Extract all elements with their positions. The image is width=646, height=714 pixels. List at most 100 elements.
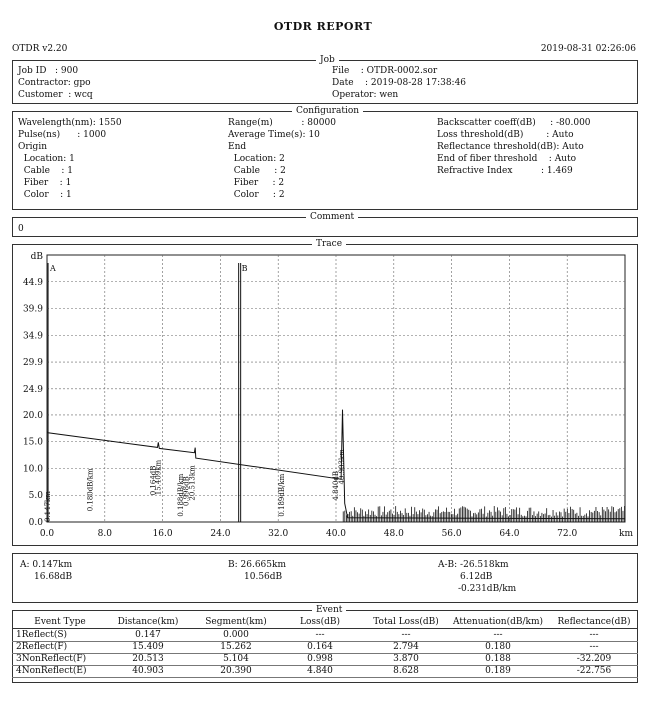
event-header-cell: Attenuation(dB/km) bbox=[453, 617, 543, 627]
y-tick-label: 15.0 bbox=[23, 438, 43, 448]
x-tick-label: 48.0 bbox=[384, 529, 404, 539]
config-line: Cable : 1 bbox=[18, 166, 74, 176]
event-annotation: 0.188dB/km bbox=[177, 473, 185, 516]
event-cell: 2.794 bbox=[393, 642, 419, 652]
config-line: Refractive Index : 1.469 bbox=[437, 166, 573, 176]
event-cell: 3NonReflect(F) bbox=[16, 654, 87, 664]
event-cell: 0.998 bbox=[307, 654, 333, 664]
event-annotation: 0.998dB bbox=[183, 476, 191, 506]
config-line: Origin bbox=[18, 142, 47, 152]
marker-ab-attenuation: -0.231dB/km bbox=[458, 584, 517, 594]
marker-a-distance: A: 0.147km bbox=[20, 560, 73, 570]
x-tick-label: 16.0 bbox=[153, 529, 173, 539]
config-line: Backscatter coeff(dB) : -80.000 bbox=[437, 118, 591, 128]
event-cell: 8.628 bbox=[393, 666, 419, 676]
event-cell: --- bbox=[493, 630, 503, 640]
config-line: Loss threshold(dB) : Auto bbox=[437, 130, 574, 140]
event-cell: 2Reflect(F) bbox=[16, 642, 68, 652]
job-section bbox=[12, 60, 638, 104]
x-tick-label: 40.0 bbox=[326, 529, 346, 539]
x-tick-label: 72.0 bbox=[557, 529, 577, 539]
config-line: Range(m) : 80000 bbox=[228, 118, 336, 128]
event-annotation: 0.180dB/km bbox=[87, 468, 95, 511]
config-line: Pulse(ns) : 1000 bbox=[18, 130, 107, 140]
y-tick-label: 5.0 bbox=[29, 491, 44, 501]
event-cell: --- bbox=[589, 630, 599, 640]
event-cell: 20.390 bbox=[220, 666, 252, 676]
event-cell: 5.104 bbox=[223, 654, 249, 664]
trace-line bbox=[46, 409, 626, 520]
marker-a-level: 16.68dB bbox=[34, 572, 73, 582]
event-cell: 1Reflect(S) bbox=[16, 630, 68, 640]
config-line: Location: 2 bbox=[228, 154, 285, 164]
config-line: Fiber : 2 bbox=[228, 178, 285, 188]
y-tick-label: 44.9 bbox=[23, 278, 43, 288]
config-line: Wavelength(nm): 1550 bbox=[18, 118, 122, 128]
event-annotation: 0.147km bbox=[44, 491, 52, 522]
y-tick-label: 39.9 bbox=[23, 305, 43, 315]
comment-title: Comment bbox=[306, 212, 359, 222]
event-header-cell: Loss(dB) bbox=[299, 617, 341, 627]
x-tick-label: 56.0 bbox=[442, 529, 462, 539]
x-tick-label: 32.0 bbox=[268, 529, 288, 539]
event-annotation: 40.903km bbox=[338, 449, 346, 485]
report-datetime: 2019-08-31 02:26:06 bbox=[540, 44, 636, 54]
y-tick-label: 20.0 bbox=[23, 411, 43, 421]
event-cell: 0.189 bbox=[485, 666, 511, 676]
event-cell: 4.840 bbox=[307, 666, 333, 676]
contractor: Contractor: gpo bbox=[18, 78, 91, 88]
report-title: OTDR REPORT bbox=[273, 20, 373, 33]
event-header-cell: Event Type bbox=[34, 617, 86, 627]
config-line: Average Time(s): 10 bbox=[228, 130, 320, 140]
x-tick-label: 8.0 bbox=[98, 529, 113, 539]
event-cell: 0.188 bbox=[485, 654, 511, 664]
event-cell: 40.903 bbox=[132, 666, 164, 676]
operator: Operator: wen bbox=[332, 90, 399, 100]
event-cell: 15.409 bbox=[132, 642, 164, 652]
test-date: Date : 2019-08-28 17:38:46 bbox=[332, 78, 467, 88]
event-row-divider bbox=[12, 653, 638, 654]
event-cell: -22.756 bbox=[576, 666, 612, 676]
event-header-cell: Distance(km) bbox=[117, 617, 179, 627]
event-cell: 0.164 bbox=[307, 642, 333, 652]
job-section-title: Job bbox=[316, 55, 339, 65]
y-tick-label: 10.0 bbox=[23, 464, 43, 474]
config-line: End of fiber threshold : Auto bbox=[437, 154, 577, 164]
event-cell: 4NonReflect(E) bbox=[16, 666, 87, 676]
config-line: Cable : 2 bbox=[228, 166, 286, 176]
x-tick-label: 0.0 bbox=[40, 529, 55, 539]
config-line: Reflectance threshold(dB): Auto bbox=[437, 142, 584, 152]
marker-ab-loss: 6.12dB bbox=[460, 572, 493, 582]
file-name: File : OTDR-0002.sor bbox=[332, 66, 438, 76]
cursor-label: A bbox=[49, 264, 56, 273]
event-cell: --- bbox=[315, 630, 325, 640]
configuration-title: Configuration bbox=[292, 106, 364, 116]
y-axis-label: dB bbox=[31, 252, 44, 262]
x-axis-label: km bbox=[619, 529, 633, 539]
trace-title: Trace bbox=[312, 239, 347, 249]
event-annotation: 4.840dB bbox=[332, 471, 340, 501]
event-cell: 3.870 bbox=[393, 654, 419, 664]
config-line: End bbox=[228, 142, 247, 152]
event-cell: 0.180 bbox=[485, 642, 511, 652]
marker-b-distance: B: 26.665km bbox=[228, 560, 286, 570]
event-cell: 15.262 bbox=[220, 642, 252, 652]
event-header-cell: Segment(km) bbox=[205, 617, 267, 627]
config-line: Fiber : 1 bbox=[18, 178, 72, 188]
event-cell: 20.513 bbox=[132, 654, 164, 664]
marker-readout-section bbox=[12, 553, 638, 603]
cursor-label: B bbox=[242, 264, 248, 273]
event-annotation: 0.164dB bbox=[149, 466, 157, 496]
marker-ab-distance: A-B: -26.518km bbox=[438, 560, 509, 570]
event-header-divider bbox=[12, 628, 638, 629]
event-row-divider bbox=[12, 677, 638, 678]
comment-text: 0 bbox=[18, 224, 24, 234]
config-line: Location: 1 bbox=[18, 154, 75, 164]
customer: Customer : wcq bbox=[18, 90, 93, 100]
job-id: Job ID : 900 bbox=[18, 66, 79, 76]
software-version: OTDR v2.20 bbox=[12, 44, 68, 54]
event-cell: --- bbox=[401, 630, 411, 640]
event-cell: 0.147 bbox=[135, 630, 161, 640]
event-title: Event bbox=[312, 605, 347, 615]
event-annotation: 20.513km bbox=[188, 465, 196, 501]
